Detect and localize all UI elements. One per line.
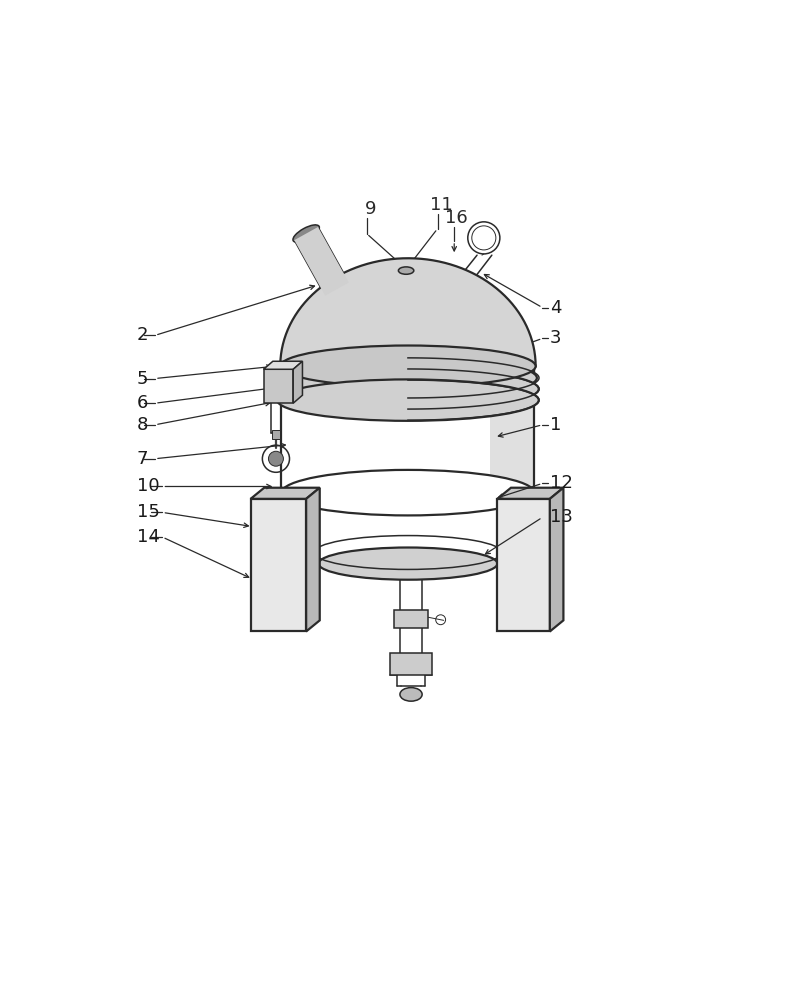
Polygon shape: [550, 488, 564, 631]
Polygon shape: [390, 653, 432, 675]
Bar: [272, 430, 279, 439]
Text: 14: 14: [137, 528, 159, 546]
Text: 3: 3: [550, 329, 561, 347]
Polygon shape: [293, 361, 302, 403]
Text: 9: 9: [365, 200, 377, 218]
Polygon shape: [306, 488, 320, 631]
Ellipse shape: [277, 368, 539, 410]
Text: 13: 13: [550, 508, 572, 526]
Polygon shape: [251, 499, 306, 631]
Ellipse shape: [282, 343, 534, 389]
Ellipse shape: [280, 346, 536, 387]
Circle shape: [268, 451, 283, 466]
Text: 4: 4: [550, 299, 561, 317]
Polygon shape: [251, 488, 320, 499]
Text: 16: 16: [445, 209, 468, 227]
Polygon shape: [490, 366, 534, 493]
Polygon shape: [498, 488, 564, 499]
Text: 11: 11: [430, 196, 452, 214]
Text: 1: 1: [550, 416, 561, 434]
Ellipse shape: [277, 379, 539, 421]
Text: 2: 2: [137, 326, 148, 344]
Ellipse shape: [318, 548, 498, 580]
Polygon shape: [498, 499, 550, 631]
Polygon shape: [282, 366, 534, 493]
Ellipse shape: [293, 225, 319, 242]
Text: 10: 10: [137, 477, 159, 495]
Polygon shape: [280, 258, 536, 366]
Ellipse shape: [398, 267, 414, 274]
Text: 6: 6: [137, 394, 148, 412]
Text: 7: 7: [137, 450, 148, 468]
Ellipse shape: [282, 470, 534, 515]
Polygon shape: [295, 227, 349, 296]
Polygon shape: [394, 610, 428, 628]
Text: 8: 8: [137, 416, 148, 434]
Polygon shape: [263, 369, 293, 403]
Ellipse shape: [279, 357, 537, 398]
Text: 5: 5: [137, 370, 148, 388]
Ellipse shape: [400, 688, 422, 701]
Text: 15: 15: [137, 503, 159, 521]
Polygon shape: [263, 361, 302, 369]
Text: 12: 12: [550, 474, 572, 492]
Ellipse shape: [282, 346, 534, 386]
